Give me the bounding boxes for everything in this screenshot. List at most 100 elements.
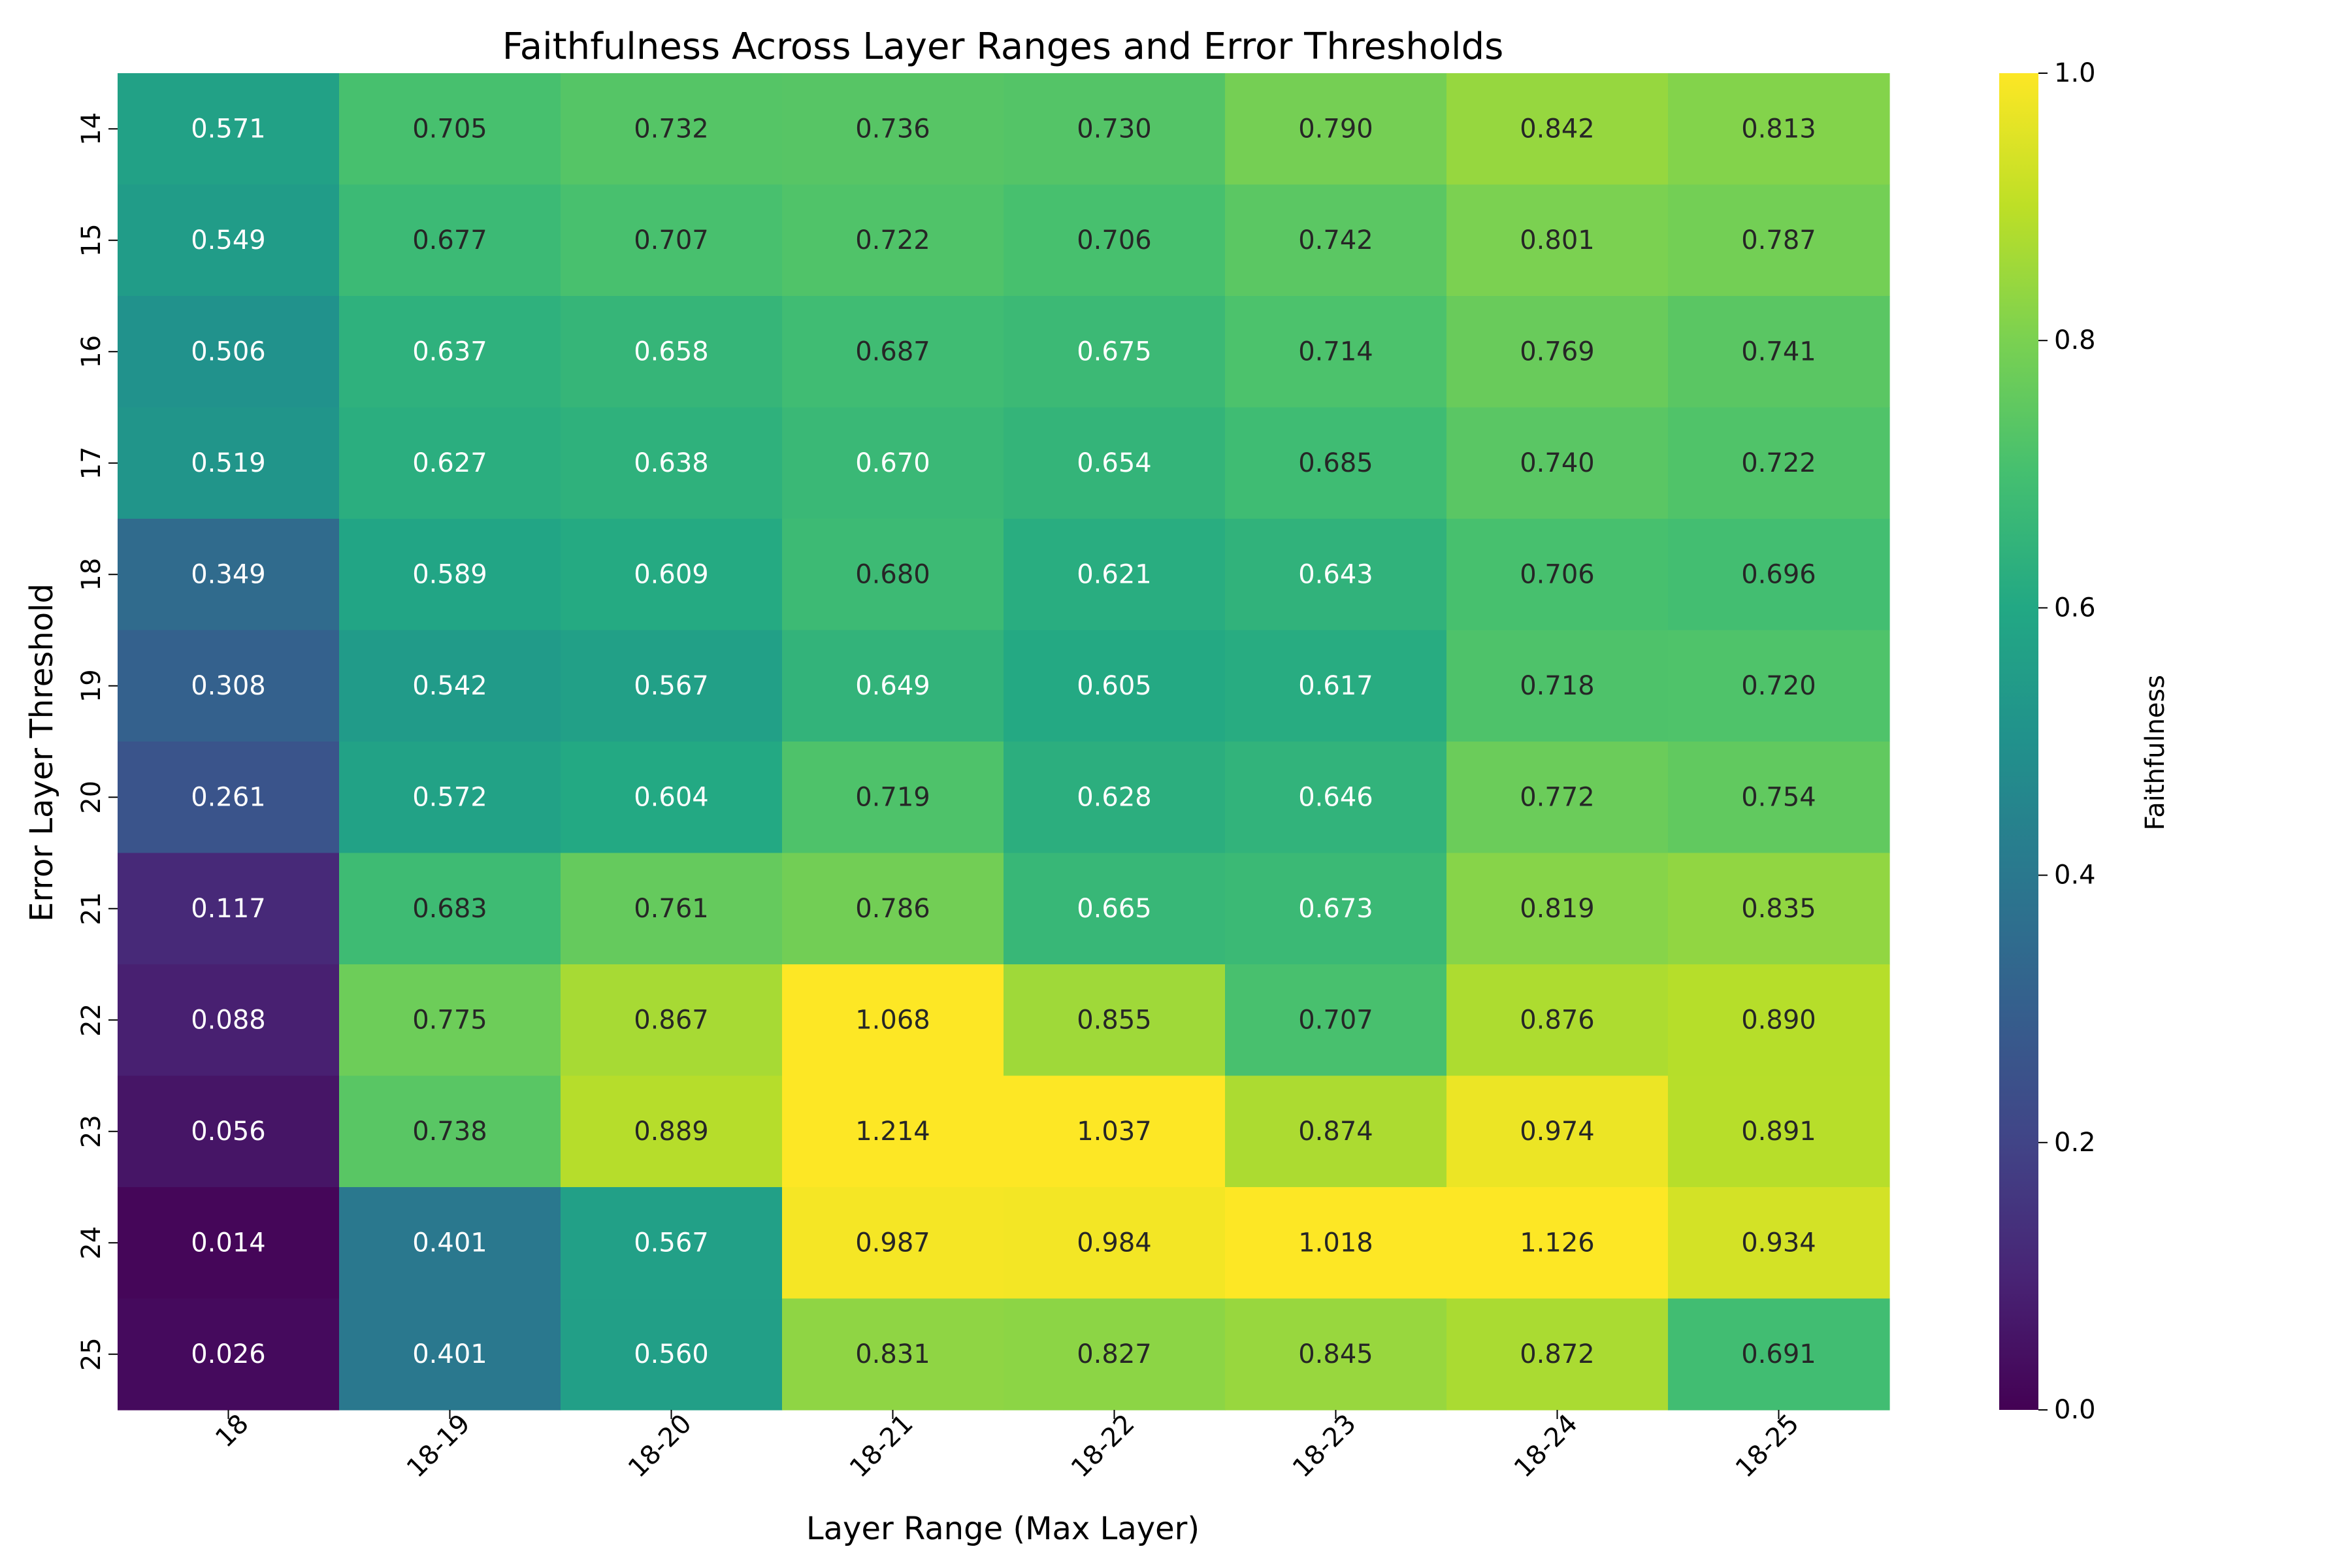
heatmap-cell bbox=[561, 519, 783, 631]
y-tick-label: 17 bbox=[76, 446, 106, 480]
x-tick-label: 18-24 bbox=[1509, 1409, 1584, 1484]
x-tick-label: 18-23 bbox=[1287, 1409, 1362, 1484]
x-tick-label: 18 bbox=[210, 1409, 255, 1454]
colorbar-tick-label: 0.2 bbox=[2054, 1128, 2096, 1158]
heatmap-cell bbox=[1225, 73, 1447, 186]
colorbar-tick-label: 0.8 bbox=[2054, 325, 2096, 355]
cell-value-label: 0.401 bbox=[412, 1228, 487, 1258]
cell-value-label: 0.891 bbox=[1741, 1117, 1816, 1147]
cell-value-label: 0.649 bbox=[855, 671, 930, 701]
cell-value-label: 0.719 bbox=[855, 782, 930, 812]
heatmap-cell bbox=[1004, 407, 1226, 519]
cell-value-label: 0.813 bbox=[1741, 114, 1816, 144]
cell-value-label: 0.775 bbox=[412, 1005, 487, 1035]
cell-value-label: 0.872 bbox=[1520, 1339, 1595, 1369]
heatmap-cell bbox=[339, 519, 561, 631]
cell-value-label: 0.987 bbox=[855, 1228, 930, 1258]
y-axis-ticks: 14 15 16 17 18 19 20 21 22 23 24 25 bbox=[76, 112, 118, 1371]
heatmap-cell bbox=[1225, 964, 1447, 1077]
heatmap-cell bbox=[561, 296, 783, 408]
cell-value-label: 0.842 bbox=[1520, 114, 1595, 144]
cell-value-label: 0.621 bbox=[1077, 559, 1152, 589]
heatmap-cell bbox=[1225, 853, 1447, 965]
cell-value-label: 0.056 bbox=[191, 1117, 266, 1147]
x-tick-label: 18-22 bbox=[1066, 1409, 1141, 1484]
cell-value-label: 0.787 bbox=[1741, 225, 1816, 255]
cell-value-label: 0.706 bbox=[1077, 225, 1152, 255]
cell-value-label: 0.646 bbox=[1298, 782, 1373, 812]
heatmap-cell bbox=[339, 407, 561, 519]
cell-value-label: 0.026 bbox=[191, 1339, 266, 1369]
heatmap-cell bbox=[561, 407, 783, 519]
heatmap-cell bbox=[1668, 519, 1890, 631]
heatmap-cell bbox=[339, 853, 561, 965]
y-tick-label: 21 bbox=[76, 892, 106, 925]
cell-value-label: 0.638 bbox=[634, 448, 709, 478]
cell-value-label: 0.677 bbox=[412, 225, 487, 255]
heatmap-cell bbox=[1668, 853, 1890, 965]
cell-value-label: 0.670 bbox=[855, 448, 930, 478]
x-axis-title: Layer Range (Max Layer) bbox=[806, 1511, 1200, 1547]
cell-value-label: 0.691 bbox=[1741, 1339, 1816, 1369]
heatmap-cell bbox=[1668, 630, 1890, 742]
heatmap-cell bbox=[1668, 296, 1890, 408]
cell-value-label: 0.730 bbox=[1077, 114, 1152, 144]
cell-value-label: 0.769 bbox=[1520, 336, 1595, 367]
heatmap-cell bbox=[782, 73, 1004, 186]
heatmap-cell bbox=[1446, 1075, 1669, 1188]
x-tick-label: 18-21 bbox=[844, 1409, 919, 1484]
y-tick-label: 20 bbox=[76, 781, 106, 814]
heatmap-cell bbox=[1225, 519, 1447, 631]
cell-value-label: 0.673 bbox=[1298, 894, 1373, 924]
heatmap-cell bbox=[1004, 853, 1226, 965]
cell-value-label: 0.549 bbox=[191, 225, 266, 255]
heatmap-cell bbox=[782, 184, 1004, 297]
y-tick-label: 19 bbox=[76, 669, 106, 702]
heatmap-cell bbox=[118, 630, 340, 742]
cell-value-label: 0.720 bbox=[1741, 671, 1816, 701]
y-tick-label: 18 bbox=[76, 558, 106, 591]
cell-value-label: 0.088 bbox=[191, 1005, 266, 1035]
cell-value-label: 0.604 bbox=[634, 782, 709, 812]
heatmap-cell bbox=[782, 296, 1004, 408]
colorbar-tick-label: 1.0 bbox=[2054, 58, 2096, 88]
cell-value-label: 0.401 bbox=[412, 1339, 487, 1369]
heatmap-cell bbox=[561, 184, 783, 297]
cell-value-label: 0.889 bbox=[634, 1117, 709, 1147]
heatmap-cell bbox=[118, 519, 340, 631]
colorbar-label: Faithfulness bbox=[2140, 675, 2170, 830]
heatmap-cell bbox=[339, 296, 561, 408]
heatmap-cell bbox=[782, 853, 1004, 965]
cell-value-label: 0.934 bbox=[1741, 1228, 1816, 1258]
heatmap-cell bbox=[561, 1075, 783, 1188]
cell-value-label: 0.685 bbox=[1298, 448, 1373, 478]
cell-value-label: 0.261 bbox=[191, 782, 266, 812]
cell-value-label: 0.627 bbox=[412, 448, 487, 478]
heatmap-cell bbox=[1668, 742, 1890, 854]
heatmap-cell bbox=[1004, 1187, 1226, 1299]
heatmap-cell bbox=[782, 742, 1004, 854]
cell-value-label: 0.732 bbox=[634, 114, 709, 144]
y-tick-label: 24 bbox=[76, 1226, 106, 1260]
cell-value-label: 0.714 bbox=[1298, 336, 1373, 367]
heatmap-cell bbox=[1668, 407, 1890, 519]
heatmap-cells bbox=[118, 73, 1890, 1411]
cell-value-label: 0.790 bbox=[1298, 114, 1373, 144]
cell-value-label: 0.801 bbox=[1520, 225, 1595, 255]
heatmap-cell bbox=[1004, 296, 1226, 408]
cell-value-label: 0.567 bbox=[634, 1228, 709, 1258]
heatmap-cell bbox=[1446, 1187, 1669, 1299]
colorbar-tick-label: 0.4 bbox=[2054, 860, 2096, 890]
cell-value-label: 0.718 bbox=[1520, 671, 1595, 701]
heatmap-cell bbox=[1004, 964, 1226, 1077]
heatmap-cell bbox=[339, 1187, 561, 1299]
cell-value-label: 0.742 bbox=[1298, 225, 1373, 255]
heatmap-cell bbox=[118, 1075, 340, 1188]
heatmap-cell bbox=[339, 1075, 561, 1188]
cell-value-label: 0.696 bbox=[1741, 559, 1816, 589]
colorbar-tick-label: 0.0 bbox=[2054, 1395, 2096, 1425]
heatmap-cell bbox=[561, 742, 783, 854]
cell-value-label: 1.126 bbox=[1520, 1228, 1595, 1258]
cell-value-label: 0.754 bbox=[1741, 782, 1816, 812]
cell-value-label: 0.738 bbox=[412, 1117, 487, 1147]
